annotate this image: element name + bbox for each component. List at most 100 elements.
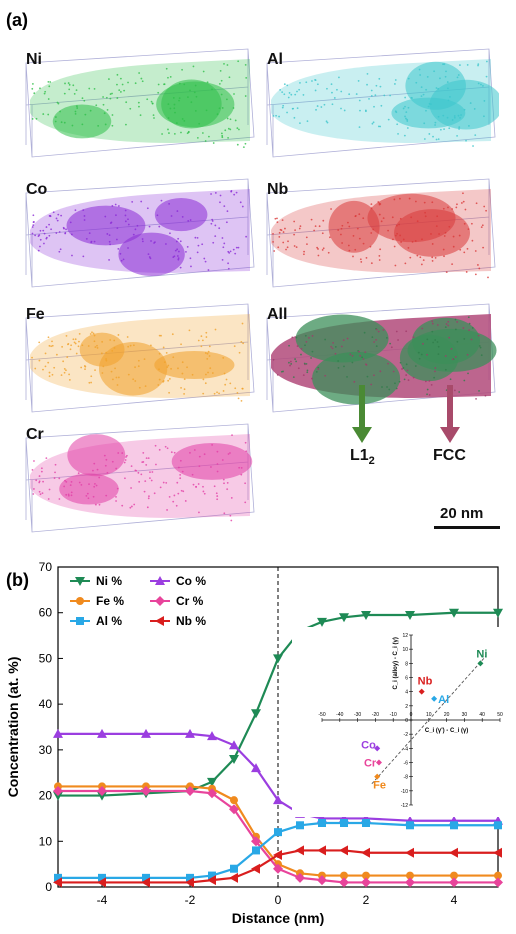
atom-map-tile-co xyxy=(22,175,258,295)
data-point xyxy=(186,873,194,882)
inset-fit-line xyxy=(371,655,487,785)
data-point xyxy=(361,847,370,858)
y-tick-label: 10 xyxy=(39,834,53,848)
panel-b-label: (b) xyxy=(6,570,29,590)
inset-point-label: Nb xyxy=(418,676,433,688)
data-point xyxy=(317,617,327,627)
y-axis-label: Concentration (at. %) xyxy=(5,657,21,798)
data-point xyxy=(97,786,107,796)
data-point xyxy=(362,819,370,827)
y-tick-label: 50 xyxy=(39,651,53,665)
data-point xyxy=(97,728,107,738)
atom-cloud xyxy=(30,314,250,402)
data-point xyxy=(449,608,459,618)
data-point xyxy=(494,871,502,880)
legend-label: Nb % xyxy=(176,614,206,628)
atom-cloud xyxy=(271,59,499,147)
inset-point-label: Al xyxy=(438,694,449,706)
data-point xyxy=(230,796,238,805)
atom-map-tile-ni xyxy=(22,45,258,165)
inset-x-tick-label: -20 xyxy=(372,712,379,718)
x-tick-label: -4 xyxy=(97,893,108,907)
x-tick-label: 4 xyxy=(451,893,458,907)
legend-label: Co % xyxy=(176,574,206,588)
data-point xyxy=(494,821,502,830)
inset-y-tick-label: 4 xyxy=(405,690,408,696)
element-label-all: All xyxy=(267,306,288,323)
l12-label: L12 xyxy=(350,447,375,468)
inset-point xyxy=(374,745,381,752)
data-point xyxy=(273,795,283,805)
data-point xyxy=(251,763,261,773)
inset-x-tick-label: 0 xyxy=(410,712,413,718)
inset-background xyxy=(292,627,504,817)
fcc-arrow-head xyxy=(440,427,460,443)
inset-y-tick-label: 12 xyxy=(402,633,408,639)
data-point xyxy=(273,654,283,664)
data-point xyxy=(251,836,261,847)
data-point xyxy=(230,864,238,873)
atom-map-tile-al xyxy=(263,45,499,165)
inset-y-tick-label: 8 xyxy=(405,661,408,667)
inset-y-tick-label: -2 xyxy=(404,732,409,738)
element-label-ni: Ni xyxy=(26,51,42,68)
inset-y-tick-label: 10 xyxy=(402,647,408,653)
y-tick-label: 20 xyxy=(39,789,53,803)
data-point xyxy=(295,845,304,856)
inset-x-tick-label: -50 xyxy=(318,712,325,718)
atom-cloud xyxy=(271,314,497,405)
inset-y-tick-label: -4 xyxy=(404,746,409,752)
inset-x-tick-label: -10 xyxy=(390,712,397,718)
atom-map-tile-fe xyxy=(22,300,258,420)
data-point xyxy=(229,804,239,815)
y-tick-label: 60 xyxy=(39,606,53,620)
inset-x-tick-label: 40 xyxy=(479,712,485,718)
data-point xyxy=(98,873,106,882)
inset-y-tick-label: -12 xyxy=(401,803,408,809)
data-point xyxy=(405,847,414,858)
inset-point xyxy=(374,773,381,780)
data-point xyxy=(339,877,349,888)
l12-arrow-head xyxy=(352,427,372,443)
data-point xyxy=(406,871,414,880)
data-point xyxy=(450,821,458,830)
legend-marker xyxy=(155,576,165,585)
data-point xyxy=(53,791,63,801)
inset-point xyxy=(431,695,438,702)
inset-x-tick-label: 50 xyxy=(497,712,503,718)
legend-label: Cr % xyxy=(176,594,204,608)
legend-marker xyxy=(75,577,85,586)
atom-map-tile-cr xyxy=(22,420,258,540)
data-point xyxy=(53,786,63,796)
inset-y-tick-label: -10 xyxy=(401,789,408,795)
data-point xyxy=(185,728,195,738)
y-tick-label: 30 xyxy=(39,743,53,757)
inset-x-tick-label: 10 xyxy=(426,712,432,718)
legend-marker xyxy=(76,617,84,625)
data-point xyxy=(54,873,62,882)
data-point xyxy=(53,877,62,888)
inset-point xyxy=(477,660,484,667)
inset-x-label: C_i (γ') - C_i (γ) xyxy=(425,728,468,734)
data-point xyxy=(229,740,239,750)
legend-marker xyxy=(155,616,164,626)
inset-x-tick-label: -40 xyxy=(336,712,343,718)
inset-point xyxy=(418,688,425,695)
atom-cloud xyxy=(30,189,250,277)
legend-marker xyxy=(76,597,84,605)
inset-point xyxy=(375,759,382,766)
data-point xyxy=(318,819,326,827)
data-point xyxy=(207,731,217,741)
atom-map-tile-nb xyxy=(263,175,499,295)
legend-label: Al % xyxy=(96,614,122,628)
data-point xyxy=(361,611,371,620)
data-point xyxy=(141,877,150,888)
data-point xyxy=(493,847,502,858)
data-point xyxy=(450,871,458,880)
data-point xyxy=(141,728,151,738)
data-point xyxy=(251,709,261,719)
data-point xyxy=(208,871,216,880)
atom-map-tile-all xyxy=(263,300,499,420)
inset-y-tick-label: 2 xyxy=(405,704,408,710)
